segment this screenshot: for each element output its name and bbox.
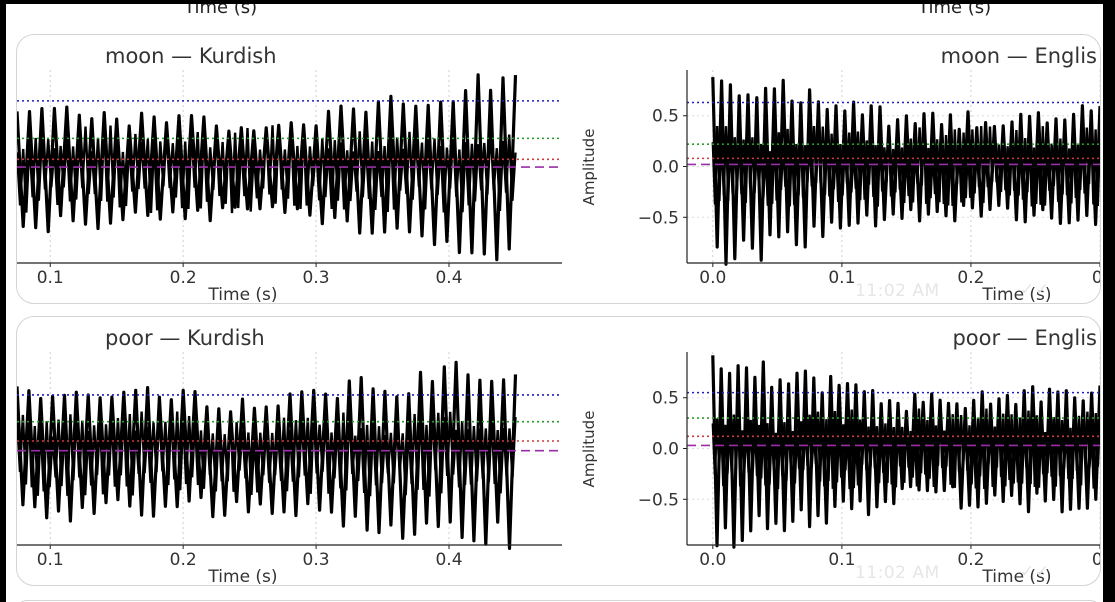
previous-x-axis-label-right: Time (s)	[918, 4, 992, 18]
waveform-line-dense	[711, 125, 1100, 207]
x-tick-label: 0.1	[37, 268, 64, 288]
waveform-line-dense	[17, 125, 517, 214]
timestamp: 11:02 AM	[855, 563, 940, 583]
x-axis-label: Time (s)	[207, 567, 277, 585]
double-check-icon: ✓✓	[1020, 280, 1050, 300]
x-tick-label: 0.1	[828, 550, 855, 570]
x-tick-label: 0.0	[699, 550, 726, 570]
chart-poor-english: poor — Englis 0.0 0.1 0.2 0. 0.5 0.0 −0.5 Time (…	[580, 326, 1100, 585]
waveform-line	[17, 360, 518, 550]
chart-title: moon — Englis	[941, 44, 1097, 68]
y-tick-label: −0.5	[638, 208, 679, 228]
x-axis-label: Time (s)	[981, 285, 1051, 303]
chart-poor-kurdish: poor — Kurdish 0.1 0.2 0.3 0.4 Time (s)	[17, 326, 562, 585]
waveform-line-dense	[17, 410, 517, 497]
x-tick-label: 0.1	[828, 268, 855, 288]
x-tick-label: 0.2	[170, 550, 197, 570]
x-tick-label: 0.1	[37, 550, 64, 570]
previous-card-edge: Time (s) Time (s)	[6, 4, 1103, 34]
x-tick-label: 0.3	[303, 268, 330, 288]
x-tick-label: 0.	[1092, 550, 1100, 570]
y-tick-label: 0.0	[652, 158, 679, 178]
timestamp: 11:02 AM	[855, 281, 940, 301]
chart-title: moon — Kurdish	[105, 44, 277, 68]
chart-moon-english: moon — Englis 0.0 0.1 0.2 0. 0.5 0.0 −0.5 Time (…	[580, 44, 1100, 303]
chart-title: poor — Kurdish	[105, 326, 265, 350]
y-tick-label: −0.5	[638, 490, 679, 510]
x-axis-label: Time (s)	[981, 567, 1051, 585]
previous-x-axis-label-left: Time (s)	[184, 4, 258, 18]
y-tick-label: 0.5	[652, 389, 679, 409]
screenshot-frame: Time (s) Time (s) moon — Kurdish 0.1 0.2 0.…	[6, 4, 1103, 602]
y-tick-label: 0.0	[652, 440, 679, 460]
x-tick-label: 0.4	[435, 550, 462, 570]
x-tick-label: 0.4	[435, 268, 462, 288]
chart-title: poor — Englis	[952, 326, 1097, 350]
x-tick-label: 0.	[1092, 268, 1100, 288]
x-axis-label: Time (s)	[207, 285, 277, 303]
x-tick-label: 0.2	[170, 268, 197, 288]
x-tick-label: 0.0	[699, 268, 726, 288]
x-tick-label: 0.3	[303, 550, 330, 570]
y-axis-label: Amplitude	[580, 129, 598, 206]
y-axis-label: Amplitude	[580, 411, 598, 488]
chart-moon-kurdish: moon — Kurdish 0.1 0.2 0.3 0.4 Time (s)	[17, 44, 562, 303]
x-tick-label: 0.2	[957, 268, 984, 288]
x-tick-label: 0.2	[957, 550, 984, 570]
chart-card-poor: poor — Kurdish 0.1 0.2 0.3 0.4 Time (s) poor …	[16, 316, 1101, 586]
waveform-line-dense	[711, 408, 1100, 490]
double-check-icon: ✓✓	[1020, 562, 1050, 582]
y-tick-label: 0.5	[652, 107, 679, 127]
chart-card-moon: moon — Kurdish 0.1 0.2 0.3 0.4 Time (s) moon …	[16, 34, 1101, 304]
